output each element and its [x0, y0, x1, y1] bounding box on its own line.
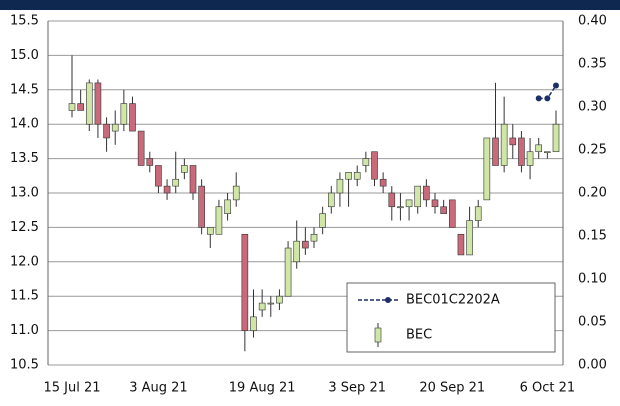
candle-body [526, 151, 534, 166]
candle-body [155, 165, 162, 187]
candle-body [405, 199, 413, 208]
y-tick-label: 15.0 [10, 48, 39, 63]
x-tick-label: 15 Jul 21 [43, 381, 100, 396]
candle-body [535, 144, 543, 153]
candle-body [198, 185, 205, 228]
candle-body [215, 206, 223, 235]
candle-body [371, 151, 378, 180]
x-tick-label: 6 Oct 21 [520, 381, 576, 396]
candle-body [103, 123, 110, 139]
x-tick-label: 20 Sep 21 [419, 381, 485, 396]
candle-body [241, 233, 249, 331]
candle-body [224, 199, 231, 214]
candle-body [448, 199, 456, 228]
y-tick-label: 0.40 [578, 14, 607, 29]
header-bar [0, 0, 620, 10]
y-tick-label: 14.0 [10, 117, 39, 132]
candle-body [440, 206, 447, 214]
legend-label: BEC [406, 328, 432, 343]
candle-body [431, 199, 439, 208]
y-tick-label: 13.0 [10, 186, 39, 201]
y-tick-label: 14.5 [10, 82, 39, 97]
candle-body [284, 247, 292, 297]
candle-body [457, 233, 465, 256]
candle-body [379, 178, 387, 187]
candle-body [68, 103, 76, 111]
candle-body [345, 172, 352, 180]
y-tick-label: 15.5 [10, 14, 39, 29]
candle-body [319, 213, 326, 228]
candle-body [483, 137, 491, 201]
candle-body [137, 130, 145, 166]
line-point [544, 95, 551, 102]
y-tick-label: 0.35 [578, 57, 607, 72]
candle-body [397, 206, 404, 209]
candle-body [120, 103, 128, 125]
y-tick-label: 0.20 [578, 186, 607, 201]
legend-candle [374, 327, 382, 343]
candle-body [474, 206, 482, 221]
candle-body [94, 82, 102, 125]
candle-body [509, 137, 517, 146]
y-tick-label: 0.25 [578, 143, 607, 158]
y-tick-label: 0.15 [578, 229, 607, 244]
y-tick-label: 0.00 [578, 358, 607, 373]
candle-body [466, 220, 473, 256]
candle-body [492, 137, 499, 166]
candle-body [172, 178, 180, 187]
candle-body [276, 295, 283, 304]
candle-body [552, 123, 560, 153]
candle-body [302, 240, 309, 249]
x-tick-label: 3 Aug 21 [129, 381, 187, 396]
candle-body [293, 240, 301, 263]
candle-body [310, 233, 318, 242]
y-tick-label: 0.30 [578, 100, 607, 115]
candle-body [111, 123, 119, 132]
candle-body [85, 82, 93, 125]
y-tick-label: 0.05 [578, 315, 607, 330]
candle-body [500, 123, 508, 166]
candle-body [146, 158, 154, 166]
legend-label: BEC01C2202A [406, 293, 500, 308]
candle-body [129, 103, 136, 132]
candle-body [544, 151, 551, 154]
candle-body [327, 192, 335, 208]
candle-body [163, 185, 171, 194]
y-tick-label: 11.5 [10, 289, 39, 304]
y-tick-label: 0.10 [578, 272, 607, 287]
candle-body [181, 165, 188, 173]
candle-body [336, 178, 344, 194]
candle-body [362, 158, 370, 166]
candle-body [77, 103, 84, 111]
candle-body [518, 137, 525, 166]
y-tick-label: 12.5 [10, 220, 39, 235]
line-point [535, 95, 542, 102]
candle-body [267, 302, 275, 305]
legend-dot [385, 297, 391, 303]
candle-body [353, 172, 361, 180]
candle-body [189, 165, 197, 194]
candle-body [258, 302, 266, 311]
candle-body [388, 192, 396, 208]
legend-box [346, 282, 556, 353]
candle-body [414, 185, 422, 208]
candle-body [206, 227, 214, 235]
line-point [553, 82, 559, 89]
y-tick-label: 12.0 [10, 254, 39, 269]
y-tick-label: 10.5 [10, 358, 39, 373]
x-tick-label: 3 Sep 21 [328, 381, 386, 396]
x-tick-label: 19 Aug 21 [229, 381, 296, 396]
candle-body [250, 316, 257, 331]
candle-body [423, 185, 430, 201]
candle-body [232, 185, 240, 201]
y-tick-label: 13.5 [10, 151, 39, 166]
y-tick-label: 11.0 [10, 323, 39, 338]
